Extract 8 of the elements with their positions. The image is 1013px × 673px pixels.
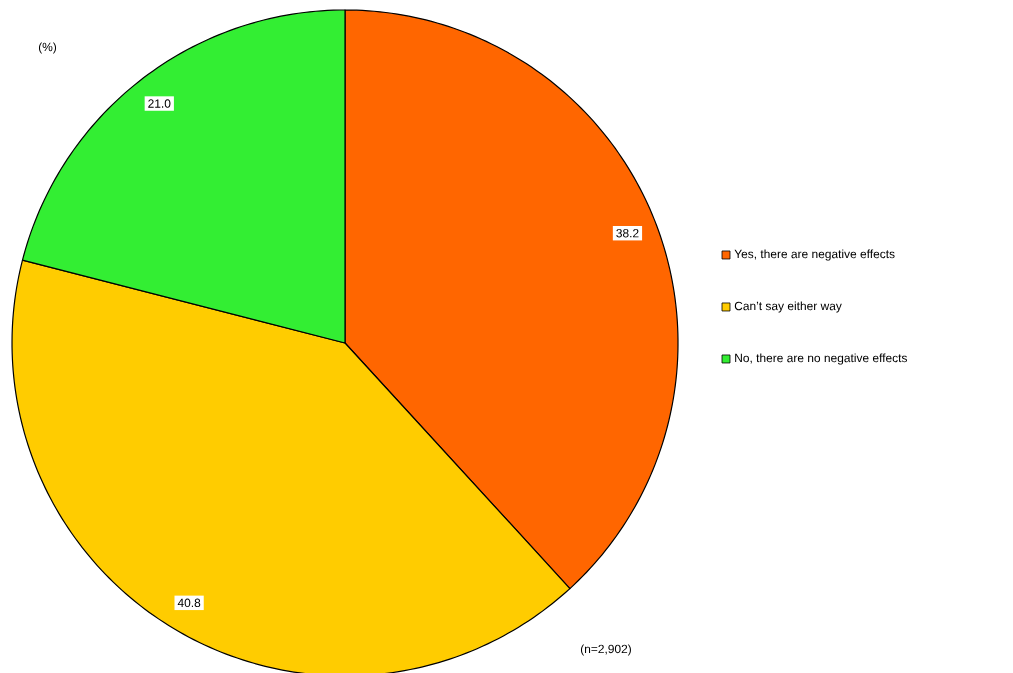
- legend-label: Yes, there are negative effects: [734, 249, 895, 261]
- data-label: 40.8: [177, 598, 201, 608]
- data-label: 21.0: [148, 99, 171, 108]
- legend-label: No, there are no negative effects: [735, 353, 908, 365]
- data-label: 38.2: [616, 228, 639, 238]
- text: (%): [38, 42, 57, 54]
- legend-label: Can’t say either way: [734, 301, 842, 313]
- text: (n=2,902): [580, 644, 631, 656]
